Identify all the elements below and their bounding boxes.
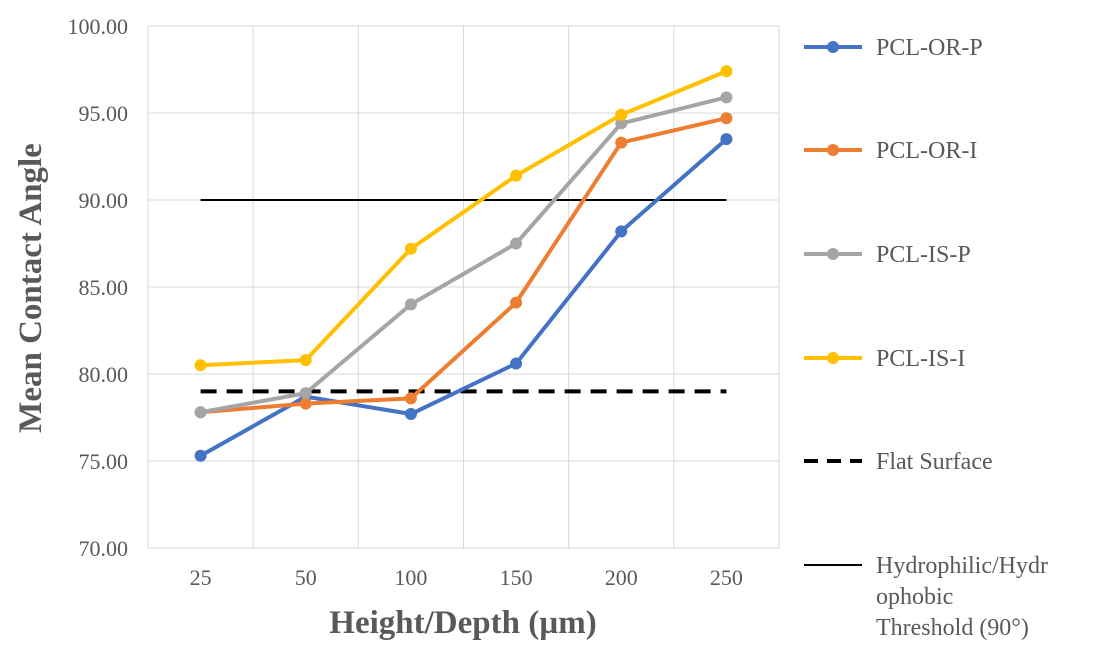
data-point bbox=[615, 117, 628, 130]
data-point bbox=[510, 237, 523, 250]
legend-marker bbox=[827, 144, 839, 156]
data-point bbox=[404, 298, 417, 311]
series-line-3 bbox=[200, 69, 728, 368]
data-point bbox=[720, 91, 733, 104]
data-point bbox=[299, 387, 312, 400]
y-tick-label: 70.00 bbox=[79, 536, 129, 561]
data-point bbox=[615, 225, 628, 238]
data-point bbox=[404, 242, 417, 255]
data-point bbox=[404, 408, 417, 421]
legend-label: Threshold (90°) bbox=[876, 615, 1029, 641]
data-point bbox=[720, 112, 733, 125]
y-axis-title: Mean Contact Angle bbox=[13, 143, 49, 433]
legend-label: Flat Surface bbox=[876, 449, 993, 475]
series-group bbox=[194, 65, 733, 462]
data-point bbox=[510, 296, 523, 309]
data-point bbox=[194, 406, 207, 419]
legend-marker bbox=[827, 352, 839, 364]
data-point bbox=[299, 397, 312, 410]
legend-item-5: Hydrophilic/Hydr ophobic Threshold (90°) bbox=[804, 553, 1048, 641]
data-point bbox=[404, 392, 417, 405]
y-tick-labels: 70.00 75.00 80.00 85.00 90.00 95.00 100.00 bbox=[68, 14, 129, 561]
data-point bbox=[510, 357, 523, 370]
data-point bbox=[720, 65, 733, 78]
y-tick-label: 95.00 bbox=[79, 101, 129, 126]
legend-item-3: PCL-IS-I bbox=[804, 346, 965, 372]
legend-label: PCL-OR-I bbox=[876, 138, 977, 164]
legend-item-1: PCL-OR-I bbox=[804, 138, 977, 164]
x-tick-label: 100 bbox=[394, 565, 427, 590]
y-tick-label: 80.00 bbox=[79, 362, 129, 387]
data-point bbox=[510, 169, 523, 182]
legend-item-2: PCL-IS-P bbox=[804, 242, 971, 268]
x-tick-label: 200 bbox=[605, 565, 638, 590]
x-tick-label: 25 bbox=[190, 565, 212, 590]
series-line-1 bbox=[200, 116, 727, 415]
x-tick-label: 50 bbox=[295, 565, 317, 590]
data-point bbox=[194, 449, 207, 462]
data-point bbox=[194, 359, 207, 372]
legend-item-4: Flat Surface bbox=[804, 449, 993, 475]
legend-marker bbox=[827, 248, 839, 260]
y-tick-label: 85.00 bbox=[79, 275, 129, 300]
legend-marker bbox=[827, 41, 839, 53]
x-axis-title: Height/Depth (µm) bbox=[329, 605, 596, 641]
legend-label: PCL-IS-I bbox=[876, 346, 965, 372]
legend-label: PCL-IS-P bbox=[876, 242, 971, 268]
x-tick-label: 250 bbox=[710, 565, 743, 590]
legend-label: ophobic bbox=[876, 584, 953, 610]
y-tick-label: 90.00 bbox=[79, 188, 129, 213]
series-line-2 bbox=[200, 95, 727, 415]
y-tick-label: 75.00 bbox=[79, 449, 129, 474]
legend-item-0: PCL-OR-P bbox=[804, 35, 983, 61]
y-tick-label: 100.00 bbox=[68, 14, 129, 39]
data-point bbox=[720, 133, 733, 146]
data-point bbox=[615, 108, 628, 121]
legend-label: Hydrophilic/Hydr bbox=[876, 553, 1048, 579]
legend: PCL-OR-P PCL-OR-I PCL-IS-P PCL-IS-I Flat Sur… bbox=[804, 35, 1048, 641]
data-point bbox=[615, 136, 628, 149]
gridlines bbox=[147, 25, 780, 549]
x-tick-labels: 25 50 100 150 200 250 bbox=[190, 565, 743, 590]
legend-label: PCL-OR-P bbox=[876, 35, 983, 61]
data-point bbox=[299, 354, 312, 367]
x-tick-label: 150 bbox=[500, 565, 533, 590]
